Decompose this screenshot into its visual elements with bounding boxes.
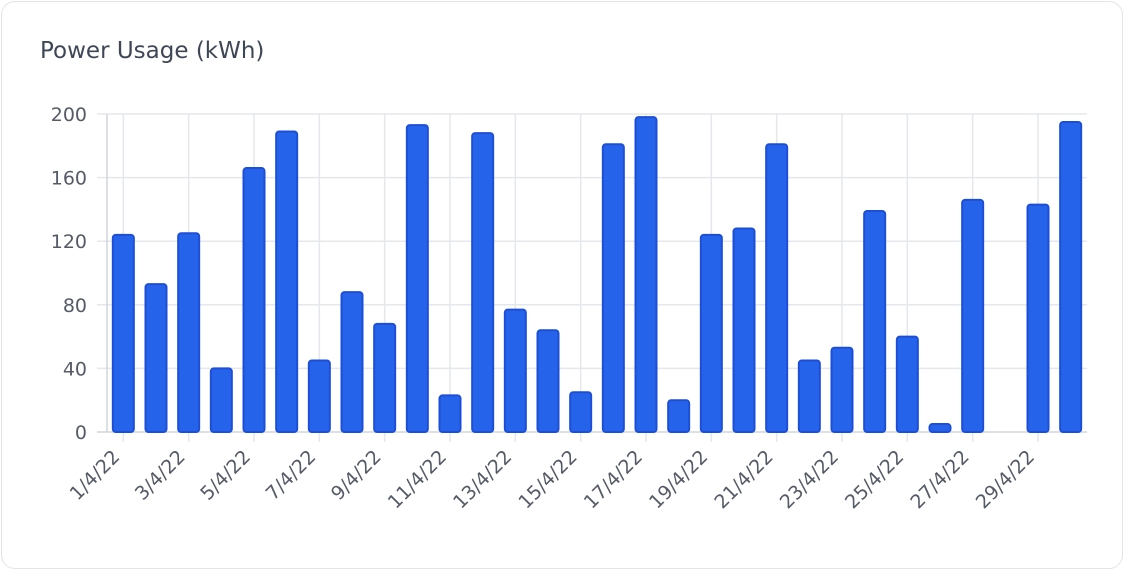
bar-30/4/22[interactable] [1059,120,1083,433]
bar-20/4/22[interactable] [732,227,756,433]
bar-27/4/22[interactable] [961,198,985,433]
x-tick-label: 3/4/22 [131,446,190,505]
x-tick-label: 1/4/22 [66,446,125,505]
bar-18/4/22[interactable] [667,399,691,434]
y-tick-label: 120 [51,231,87,253]
x-tick-label: 7/4/22 [262,446,321,505]
x-tick-label: 19/4/22 [645,446,712,513]
x-tick-label: 17/4/22 [580,446,647,513]
bar-3/4/22[interactable] [177,232,201,433]
bar-10/4/22[interactable] [405,124,429,433]
y-axis-ticks: 0 40 80 120 160 200 [51,104,87,444]
x-tick-label: 5/4/22 [196,446,255,505]
chart-title: Power Usage (kWh) [40,38,265,64]
bar-26/4/22[interactable] [928,423,952,433]
bar-22/4/22[interactable] [797,359,821,434]
x-tick-label: 29/4/22 [972,446,1039,513]
bar-24/4/22[interactable] [863,209,887,433]
x-tick-label: 11/4/22 [384,446,451,513]
x-axis-ticks: 1/4/22 3/4/22 5/4/22 7/4/22 9/4/2211/4/2213/… [66,446,1039,513]
bar-25/4/22[interactable] [895,335,919,434]
bar-16/4/22[interactable] [601,143,625,434]
bar-1/4/22[interactable] [111,233,135,433]
bar-8/4/22[interactable] [340,291,364,433]
bar-23/4/22[interactable] [830,346,854,434]
bar-2/4/22[interactable] [144,283,168,433]
y-tick-label: 200 [51,104,87,126]
bar-29/4/22[interactable] [1026,203,1050,433]
bar-15/4/22[interactable] [569,391,593,433]
bar-17/4/22[interactable] [634,116,658,434]
x-tick-label: 13/4/22 [449,446,516,513]
bar-7/4/22[interactable] [307,359,331,434]
y-tick-label: 0 [75,422,87,444]
bar-13/4/22[interactable] [503,308,527,434]
bar-5/4/22[interactable] [242,167,266,433]
x-tick-label: 27/4/22 [906,446,973,513]
x-tick-label: 23/4/22 [776,446,843,513]
bar-12/4/22[interactable] [471,132,495,434]
x-tick-label: 15/4/22 [514,446,581,513]
bar-14/4/22[interactable] [536,329,560,433]
y-tick-label: 160 [51,168,87,190]
bars-group [111,116,1083,434]
y-tick-label: 80 [63,295,87,317]
x-tick-label: 21/4/22 [710,446,777,513]
y-tick-label: 40 [63,358,87,380]
bar-11/4/22[interactable] [438,394,462,433]
bar-6/4/22[interactable] [275,130,299,434]
x-tick-label: 25/4/22 [841,446,908,513]
bar-19/4/22[interactable] [699,233,723,433]
bar-9/4/22[interactable] [373,322,397,434]
bar-21/4/22[interactable] [765,143,789,434]
bar-4/4/22[interactable] [209,367,233,433]
x-tick-label: 9/4/22 [327,446,386,505]
